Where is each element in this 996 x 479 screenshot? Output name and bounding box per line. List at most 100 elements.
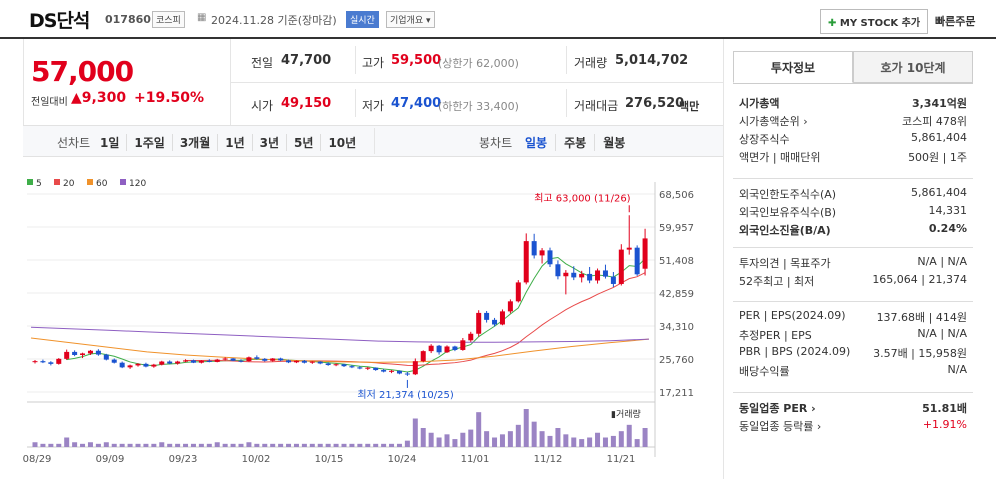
tab-invest-info[interactable]: 투자정보 [733,51,853,83]
volume-label: ▮거래량 [611,408,641,420]
info-value: 14,331 [928,204,968,217]
info-value: N/A [947,363,967,376]
info-row: 상장주식수 5,861,404 [739,131,969,147]
info-row: 동일업종 등락률 › +1.91% [739,418,969,434]
divider [733,83,973,84]
info-row: 시가총액 3,341억원 [739,95,969,111]
high-annotation: 최고 63,000 (11/26) [534,192,630,204]
amount-unit: 백만 [679,100,700,113]
volume-bar [95,443,101,447]
divider [355,46,356,74]
info-value: 165,064 | 21,374 [872,273,967,286]
candle [523,241,529,283]
x-tick-label: 08/29 [23,454,51,465]
candle [254,357,260,359]
volume-value: 5,014,702 [615,53,689,68]
company-info-dropdown[interactable]: 기업개요 ▾ [386,11,435,28]
line-tab-3[interactable]: 1년 [217,134,251,151]
volume-bar [571,437,577,447]
line-tab-2[interactable]: 3개월 [171,134,217,151]
y-tick-label: 42,859 [659,289,694,300]
volume-bar [444,434,450,447]
date-label: 2024.11.28 기준(장마감) [211,14,337,27]
quick-order-link[interactable]: 빠른주문 [935,15,976,28]
open-price: 49,150 [281,96,332,111]
candle-tab-0[interactable]: 일봉 [525,136,548,150]
candle [428,345,434,352]
info-row: 배당수익률 N/A [739,363,969,379]
volume-bar [420,428,426,447]
candle [357,367,363,369]
my-stock-add-button[interactable]: ✚ MY STOCK 추가 [820,9,929,34]
price-change-pct: +19.50% [134,90,205,106]
info-value: N/A | N/A [917,255,967,268]
line-tab-5[interactable]: 5년 [286,134,320,151]
line-tab-1[interactable]: 1주일 [126,134,171,151]
candle-period-tabs: 일봉 주봉 월봉 [525,134,633,151]
candle [48,362,54,364]
candle [563,272,569,277]
volume-bar [119,443,125,447]
candle [238,360,244,362]
line-tab-0[interactable]: 1일 [100,136,120,150]
volume-bar [111,443,117,447]
candle [230,358,236,361]
candle [460,340,466,350]
change-label: 전일대비 [31,97,68,108]
price-chart: 68,506 59,957 51,408 42,859 34,310 25,760 17,2… [23,179,694,465]
line-tab-4[interactable]: 3년 [251,134,286,151]
candle-tab-2[interactable]: 월봉 [594,134,633,151]
volume-bar [254,443,260,447]
volume-bar [246,442,252,447]
volume-bar [32,442,38,447]
info-value: 5,861,404 [911,131,967,144]
volume-bar [365,443,371,447]
volume-bar [602,437,608,447]
candle [175,361,181,364]
info-label: 시가총액 [739,97,780,110]
legend-swatch [87,179,93,185]
volume-bar [642,428,648,447]
market-badge: 코스피 [152,11,185,28]
candle [365,367,371,369]
candle-tab-1[interactable]: 주봉 [555,134,594,151]
prev-close: 47,700 [281,53,332,68]
volume-bar [143,443,149,447]
volume-bar [373,443,379,447]
amount-value: 276,520 [625,96,685,111]
candle [634,247,640,275]
low-price: 47,400 [391,96,442,111]
candle [579,273,585,278]
candle [618,249,624,284]
line-tab-6[interactable]: 10년 [320,134,363,151]
candle [587,273,593,281]
volume-bar [555,428,561,447]
candle [452,346,458,350]
candle [420,351,426,362]
volume-bar [333,443,339,447]
divider [566,46,567,74]
volume-bar [396,443,402,447]
volume-bar [452,439,458,447]
candle [198,360,204,363]
volume-bar [325,443,331,447]
legend-swatch [27,179,33,185]
info-label: 동일업종 등락률 › [739,420,822,433]
header-divider [0,37,996,39]
candle [80,353,86,355]
info-row: PER | EPS(2024.09) 137.68배 | 414원 [739,309,969,324]
info-row: 52주최고 | 최저 165,064 | 21,374 [739,273,969,289]
info-row: 외국인한도주식수(A) 5,861,404 [739,186,969,202]
candle [222,358,228,360]
volume-bar [610,435,616,447]
volume-bar [428,432,434,447]
divider [723,39,724,479]
candle [389,370,395,372]
candle [341,364,347,367]
realtime-button[interactable]: 실시간 [346,11,379,28]
candle [87,350,93,354]
info-label: PER | EPS(2024.09) [739,309,846,322]
tab-orderbook[interactable]: 호가 10단계 [853,51,973,83]
info-row: 시가총액순위 › 코스피 478위 [739,113,969,129]
